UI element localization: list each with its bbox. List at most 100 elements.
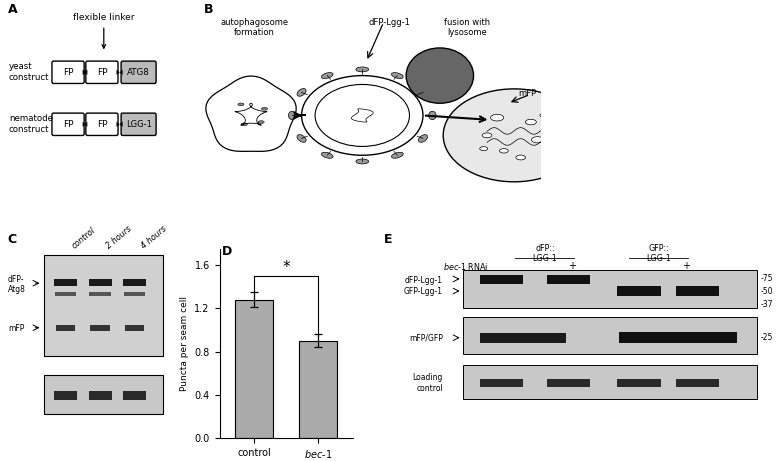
Polygon shape bbox=[119, 70, 122, 75]
Y-axis label: Puncta per seam cell: Puncta per seam cell bbox=[180, 296, 189, 391]
Text: 4 hours: 4 hours bbox=[140, 224, 169, 250]
Ellipse shape bbox=[419, 135, 427, 142]
Text: GFP-Lgg-1: GFP-Lgg-1 bbox=[404, 287, 443, 296]
Text: dFP-Lgg-1: dFP-Lgg-1 bbox=[405, 276, 443, 284]
Ellipse shape bbox=[540, 113, 549, 118]
Ellipse shape bbox=[406, 48, 474, 103]
Text: ATG8: ATG8 bbox=[127, 68, 150, 77]
Ellipse shape bbox=[419, 89, 427, 96]
Text: *: * bbox=[282, 260, 290, 275]
Text: dFP-
Atg8: dFP- Atg8 bbox=[8, 275, 26, 294]
Ellipse shape bbox=[391, 152, 403, 158]
Bar bbox=[55, 292, 76, 296]
Text: $\it{bec}$-$\it{1}$ RNAi: $\it{bec}$-$\it{1}$ RNAi bbox=[443, 261, 488, 272]
Text: nematode
construct: nematode construct bbox=[9, 114, 53, 134]
Text: -37: -37 bbox=[760, 300, 773, 309]
Bar bbox=[54, 391, 77, 400]
Ellipse shape bbox=[297, 89, 306, 96]
Bar bbox=[89, 391, 111, 400]
Bar bbox=[299, 341, 337, 438]
Bar bbox=[44, 254, 162, 356]
Text: -25: -25 bbox=[760, 333, 773, 342]
Ellipse shape bbox=[356, 159, 368, 164]
Text: E: E bbox=[384, 233, 393, 246]
Text: 2 hours: 2 hours bbox=[105, 224, 134, 250]
Ellipse shape bbox=[241, 123, 247, 125]
Bar bbox=[123, 279, 146, 286]
Bar bbox=[676, 378, 720, 387]
Ellipse shape bbox=[491, 114, 503, 121]
Text: FP: FP bbox=[63, 120, 73, 129]
Bar bbox=[480, 275, 523, 284]
Text: FP: FP bbox=[63, 68, 73, 77]
Bar bbox=[617, 378, 660, 387]
Bar bbox=[54, 279, 77, 286]
Text: LGG-1: LGG-1 bbox=[532, 254, 557, 262]
Text: C: C bbox=[8, 233, 17, 246]
Bar bbox=[463, 317, 757, 354]
Text: Loading
control: Loading control bbox=[412, 373, 443, 393]
Bar bbox=[619, 332, 737, 343]
Bar bbox=[463, 271, 757, 307]
Bar bbox=[125, 325, 144, 331]
Text: LGG-1: LGG-1 bbox=[125, 120, 151, 129]
Polygon shape bbox=[82, 122, 85, 127]
Ellipse shape bbox=[262, 107, 267, 110]
Text: +: + bbox=[682, 261, 690, 271]
Text: mFP: mFP bbox=[8, 324, 24, 333]
FancyBboxPatch shape bbox=[52, 61, 84, 83]
Text: yeast
construct: yeast construct bbox=[9, 62, 49, 83]
Text: -75: -75 bbox=[760, 274, 773, 284]
Bar bbox=[480, 333, 566, 343]
Circle shape bbox=[443, 89, 585, 182]
Text: control: control bbox=[71, 225, 97, 250]
Text: mFP/GFP: mFP/GFP bbox=[409, 334, 443, 343]
Polygon shape bbox=[85, 70, 87, 75]
Polygon shape bbox=[117, 70, 119, 75]
Polygon shape bbox=[119, 122, 122, 127]
Text: LGG-1: LGG-1 bbox=[646, 254, 671, 262]
Text: -50: -50 bbox=[760, 287, 773, 296]
Ellipse shape bbox=[238, 103, 244, 106]
Text: B: B bbox=[204, 3, 213, 16]
Polygon shape bbox=[82, 70, 85, 75]
Ellipse shape bbox=[289, 111, 296, 120]
Ellipse shape bbox=[321, 152, 333, 158]
Bar bbox=[676, 286, 720, 296]
Polygon shape bbox=[117, 122, 119, 127]
FancyBboxPatch shape bbox=[85, 61, 118, 83]
Ellipse shape bbox=[499, 148, 508, 153]
Bar bbox=[123, 391, 146, 400]
FancyBboxPatch shape bbox=[121, 61, 156, 83]
Polygon shape bbox=[82, 70, 87, 75]
Ellipse shape bbox=[516, 155, 525, 160]
Text: dFP::: dFP:: bbox=[535, 244, 555, 253]
Ellipse shape bbox=[258, 121, 264, 124]
Polygon shape bbox=[82, 70, 87, 75]
Bar bbox=[480, 378, 523, 387]
Bar bbox=[547, 378, 590, 387]
Text: GFP::: GFP:: bbox=[648, 244, 669, 253]
Text: D: D bbox=[221, 245, 232, 258]
FancyBboxPatch shape bbox=[52, 113, 84, 136]
Ellipse shape bbox=[532, 136, 544, 143]
Bar bbox=[124, 292, 145, 296]
Text: +: + bbox=[568, 261, 576, 271]
FancyBboxPatch shape bbox=[121, 113, 156, 136]
Text: flexible linker: flexible linker bbox=[73, 13, 135, 48]
Bar bbox=[56, 325, 75, 331]
Text: FP: FP bbox=[96, 120, 107, 129]
Ellipse shape bbox=[356, 67, 368, 72]
Bar bbox=[547, 275, 590, 284]
Text: dFP-Lgg-1: dFP-Lgg-1 bbox=[368, 18, 410, 27]
Bar bbox=[90, 325, 110, 331]
Text: fusion with
lysosome: fusion with lysosome bbox=[444, 18, 490, 37]
Ellipse shape bbox=[525, 119, 536, 125]
Ellipse shape bbox=[297, 135, 306, 142]
Bar bbox=[463, 365, 757, 399]
Bar bbox=[89, 292, 111, 296]
Ellipse shape bbox=[321, 72, 333, 78]
FancyBboxPatch shape bbox=[85, 113, 118, 136]
Polygon shape bbox=[82, 70, 87, 72]
Bar bbox=[617, 286, 660, 296]
